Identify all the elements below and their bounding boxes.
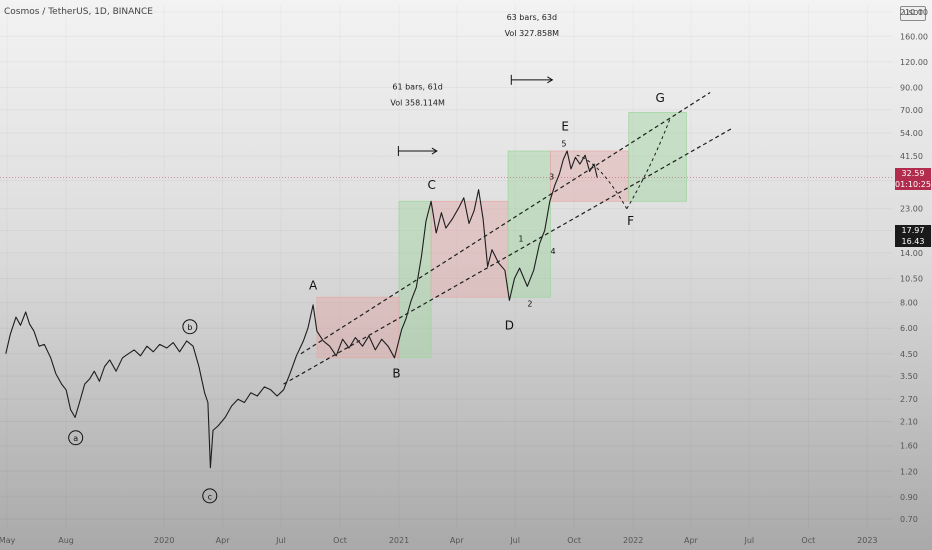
y-tick-label: 6.00	[900, 324, 918, 333]
currency-badge[interactable]: USDT	[900, 6, 926, 21]
x-tick-label: Jul	[275, 536, 286, 545]
x-tick-label: Apr	[450, 536, 465, 545]
measure-notes: 61 bars, 61d Vol 358.114M 63 bars, 63d Vol …	[390, 13, 560, 157]
y-tick-label: 2.10	[900, 418, 918, 427]
x-tick-label: Oct	[567, 536, 581, 545]
projection-arc-up	[626, 117, 671, 209]
x-tick-label: 2022	[623, 536, 643, 545]
wave-label-C: C	[428, 178, 436, 192]
y-tick-label: 210.00	[900, 8, 928, 17]
x-tick-label: Aug	[58, 536, 74, 545]
wave-label-circle	[182, 319, 198, 335]
wave-label-D: D	[505, 318, 514, 332]
y-tick-label: 54.00	[900, 129, 923, 138]
price-tag-sub: 16.43	[901, 236, 925, 246]
y-tick-label: 0.90	[900, 493, 918, 502]
y-tick-label: 8.00	[900, 299, 918, 308]
grid-layer	[0, 11, 893, 520]
measure-note-volume: Vol 358.114M	[390, 98, 445, 107]
rect-1-red	[316, 296, 400, 359]
x-tick-label: 2020	[154, 536, 174, 545]
y-tick-label: 1.60	[900, 442, 918, 451]
rect-2-green	[507, 150, 551, 298]
wave-label-E: E	[561, 119, 569, 133]
y-tick-label: 4.50	[900, 350, 918, 359]
rect-3-red	[550, 150, 630, 202]
sub-wave-label-1: 1	[518, 234, 523, 243]
y-tick-label: 70.00	[900, 106, 923, 115]
rect-2-red	[430, 200, 509, 298]
y-tick-label: 0.70	[900, 515, 918, 524]
sub-wave-label-5: 5	[561, 139, 566, 148]
y-tick-label: 90.00	[900, 83, 923, 92]
wave-label-b: b	[187, 323, 192, 332]
y-tick-label: 23.00	[900, 205, 923, 214]
wave-label-a: a	[73, 434, 78, 443]
price-tag-sub: 01:10:25	[895, 179, 931, 189]
y-tick-label: 10.50	[900, 274, 923, 283]
x-tick-label: 2023	[857, 536, 877, 545]
projection-rects	[316, 111, 687, 359]
sub-wave-label-3: 3	[549, 173, 554, 182]
range-price-tag: 17.97 16.43	[895, 224, 931, 247]
sub-wave-label-2: 2	[527, 300, 532, 309]
x-tick-label: Jul	[743, 536, 754, 545]
y-tick-label: 41.50	[900, 152, 923, 161]
wave-label-circle	[68, 430, 84, 446]
x-tick-label: Apr	[216, 536, 231, 545]
y-tick-label: 3.50	[900, 372, 918, 381]
measure-arrow-head	[431, 147, 438, 155]
rect-1-green	[398, 200, 432, 359]
price-layer	[0, 150, 893, 469]
upper-channel	[300, 91, 711, 355]
measure-note-bars: 61 bars, 61d	[392, 82, 443, 91]
wave-label-G: G	[655, 91, 664, 105]
measure-note-bars: 63 bars, 63d	[507, 13, 558, 22]
price-tag-value: 17.97	[901, 225, 925, 235]
y-tick-label: 14.00	[900, 249, 923, 258]
sub-wave-label-4: 4	[550, 247, 555, 256]
price-tag-value: 32.59	[901, 168, 925, 178]
x-tick-label: Jul	[509, 536, 520, 545]
x-tick-label: 2021	[389, 536, 409, 545]
symbol-title: Cosmos / TetherUS, 1D, BINANCE	[4, 7, 153, 17]
y-tick-label: 120.00	[900, 58, 928, 67]
price-line	[5, 150, 598, 469]
wave-label-F: F	[627, 214, 634, 228]
axes: 0.70 0.90 1.20 1.60 2.10 2.70 3.50 4.50 6.00 8.00…	[0, 8, 928, 545]
wave-label-A: A	[309, 278, 318, 292]
y-tick-label: 2.70	[900, 395, 918, 404]
wave-labels: a b c A B C D E F G 1 2 3 4 5	[68, 91, 665, 504]
y-tick-label: 1.20	[900, 467, 918, 476]
x-tick-label: May	[0, 536, 16, 545]
wave-label-B: B	[392, 367, 400, 381]
x-tick-label: Oct	[333, 536, 347, 545]
y-tick-label: 160.00	[900, 32, 928, 41]
measure-note-volume: Vol 327.858M	[505, 29, 560, 38]
x-tick-label: Oct	[801, 536, 815, 545]
x-tick-label: Apr	[684, 536, 699, 545]
projection-arcs	[576, 117, 671, 209]
rect-3-green	[628, 111, 687, 202]
wave-label-circle	[202, 488, 218, 504]
last-price-tag: 32.59 01:10:25	[895, 167, 931, 190]
measure-arrow-head	[547, 76, 554, 84]
wave-label-c: c	[208, 492, 212, 501]
